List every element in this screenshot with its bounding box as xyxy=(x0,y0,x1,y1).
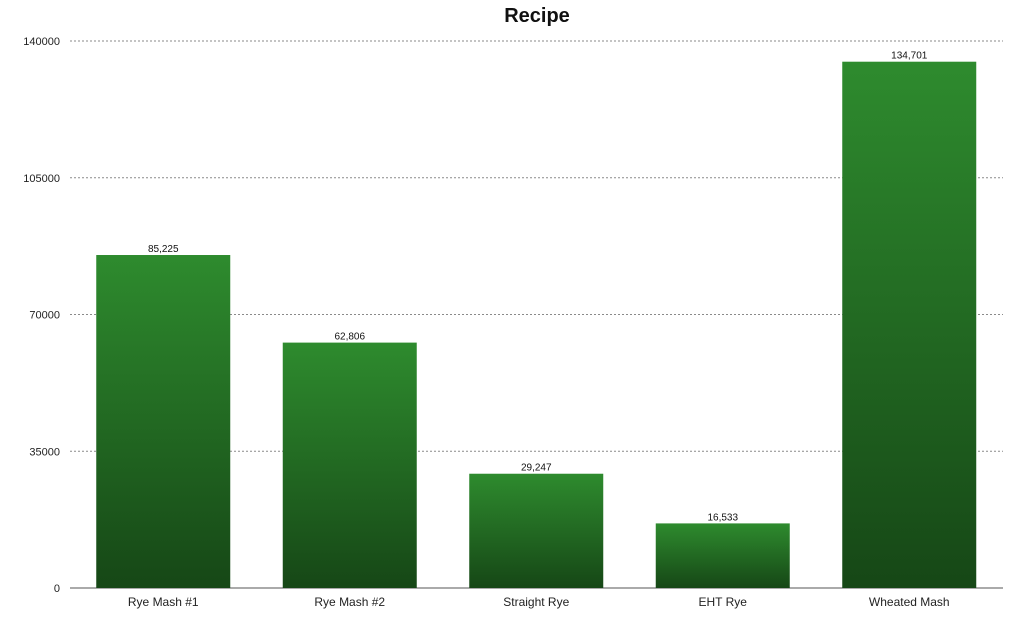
bar xyxy=(469,473,604,588)
y-tick-label: 140000 xyxy=(23,36,60,48)
y-tick-label: 35000 xyxy=(29,446,60,458)
x-tick-label: Wheated Mash xyxy=(869,595,950,609)
y-tick-label: 70000 xyxy=(29,310,60,322)
bar-value-label: 85,225 xyxy=(148,244,179,255)
x-tick-label: Rye Mash #1 xyxy=(128,595,199,609)
y-tick-label: 105000 xyxy=(23,173,60,185)
bar-value-label: 16,533 xyxy=(707,512,738,523)
y-tick-label: 0 xyxy=(54,583,60,595)
bar xyxy=(655,523,790,588)
bar-layer xyxy=(96,61,977,589)
bar xyxy=(842,61,977,588)
bar-value-label: 29,247 xyxy=(521,463,552,474)
chart-title: Recipe xyxy=(504,5,570,27)
label-layer: 0 35000 70000 105000 140000 85,225 Rye Mash #1… xyxy=(23,36,949,609)
bar xyxy=(282,342,417,588)
bar xyxy=(96,255,231,589)
x-tick-label: Straight Rye xyxy=(503,595,569,609)
bar-value-label: 62,806 xyxy=(334,332,365,343)
x-tick-label: Rye Mash #2 xyxy=(314,595,385,609)
x-tick-label: EHT Rye xyxy=(699,595,748,609)
bar-value-label: 134,701 xyxy=(891,51,928,62)
